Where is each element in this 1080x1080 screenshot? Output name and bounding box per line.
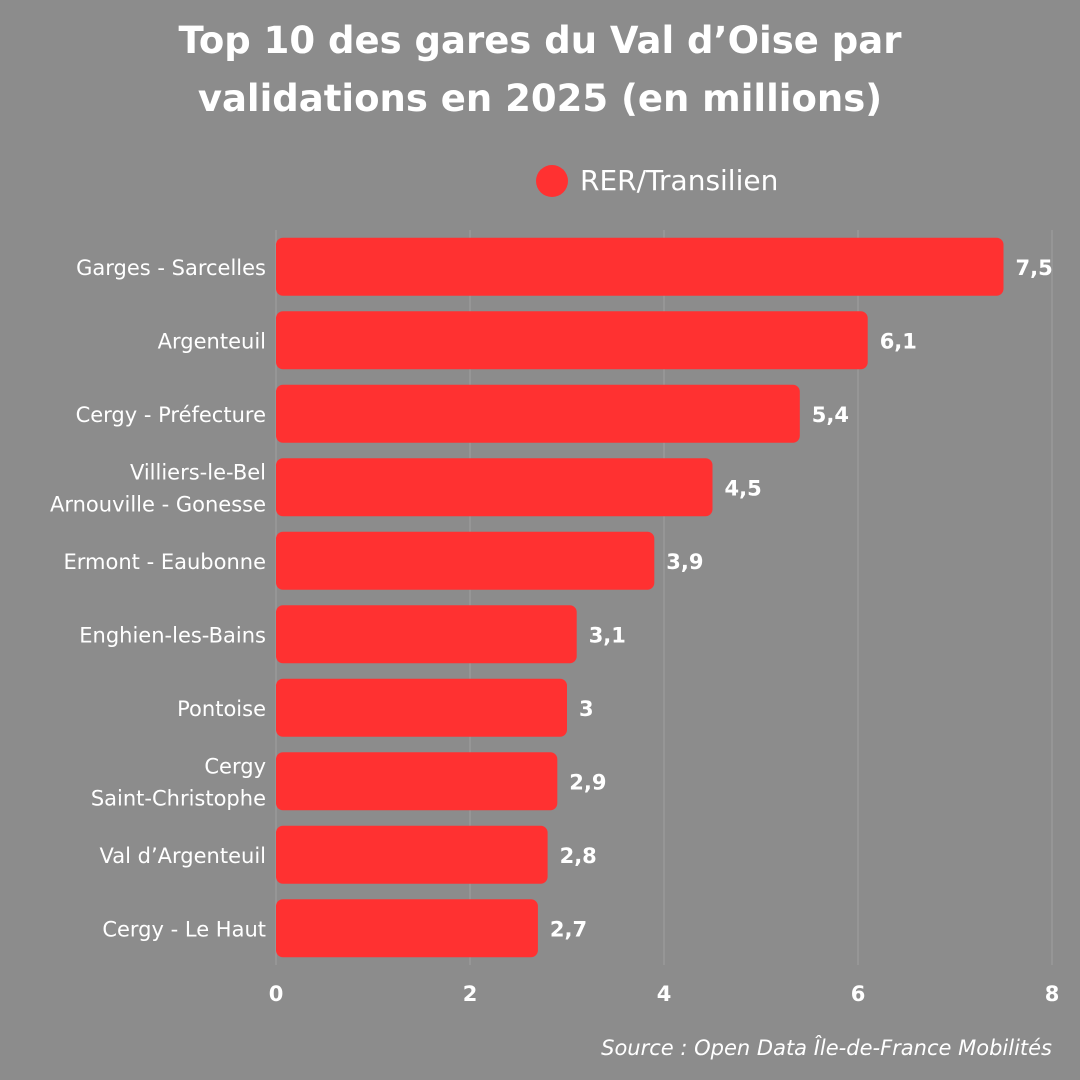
value-label-5: 3,1 bbox=[589, 623, 626, 647]
category-label-8: Val d’Argenteuil bbox=[100, 844, 266, 868]
value-label-3: 4,5 bbox=[725, 476, 762, 500]
x-tick-label-2: 4 bbox=[657, 982, 672, 1006]
bar-7 bbox=[276, 752, 558, 811]
category-label-1: Argenteuil bbox=[158, 329, 266, 353]
bar-8 bbox=[276, 825, 548, 884]
category-label-7-0: Cergy bbox=[204, 754, 266, 778]
category-label-9: Cergy - Le Haut bbox=[102, 917, 266, 941]
x-tick-label-1: 2 bbox=[463, 982, 478, 1006]
legend-label: RER/Transilien bbox=[580, 164, 779, 197]
value-label-2: 5,4 bbox=[812, 403, 849, 427]
value-label-1: 6,1 bbox=[880, 329, 917, 353]
category-label-4: Ermont - Eaubonne bbox=[64, 550, 266, 574]
category-label-3-0: Villiers-le-Bel bbox=[130, 460, 266, 484]
x-tick-label-0: 0 bbox=[269, 982, 284, 1006]
source-note: Source : Open Data Île-de-France Mobilit… bbox=[601, 1036, 1052, 1060]
x-tick-label-4: 8 bbox=[1045, 982, 1060, 1006]
chart-legend: RER/Transilien bbox=[536, 164, 778, 197]
bar-1 bbox=[276, 311, 868, 370]
category-label-0: Garges - Sarcelles bbox=[76, 256, 266, 280]
value-label-8: 2,8 bbox=[560, 844, 597, 868]
bar-3 bbox=[276, 458, 713, 517]
category-label-2: Cergy - Préfecture bbox=[76, 403, 266, 427]
category-label-3-1: Arnouville - Gonesse bbox=[50, 492, 266, 516]
chart-title-line-2: validations en 2025 (en millions) bbox=[197, 77, 883, 120]
category-label-7-1: Saint-Christophe bbox=[91, 786, 266, 810]
bar-6 bbox=[276, 678, 567, 737]
value-label-7: 2,9 bbox=[569, 770, 606, 794]
legend-swatch-icon bbox=[536, 164, 568, 197]
chart-title: Top 10 des gares du Val d’Oise par valid… bbox=[0, 12, 1080, 128]
x-tick-label-3: 6 bbox=[851, 982, 866, 1006]
bar-9 bbox=[276, 899, 538, 958]
value-label-4: 3,9 bbox=[666, 550, 703, 574]
bar-5 bbox=[276, 605, 577, 664]
category-label-6: Pontoise bbox=[177, 697, 266, 721]
bar-0 bbox=[276, 237, 1004, 296]
value-label-9: 2,7 bbox=[550, 917, 587, 941]
bar-4 bbox=[276, 531, 655, 590]
chart-title-line-1: Top 10 des gares du Val d’Oise par bbox=[178, 19, 902, 62]
value-label-6: 3 bbox=[579, 697, 594, 721]
bar-2 bbox=[276, 384, 800, 443]
category-label-5: Enghien-les-Bains bbox=[79, 623, 266, 647]
value-label-0: 7,5 bbox=[1016, 256, 1053, 280]
